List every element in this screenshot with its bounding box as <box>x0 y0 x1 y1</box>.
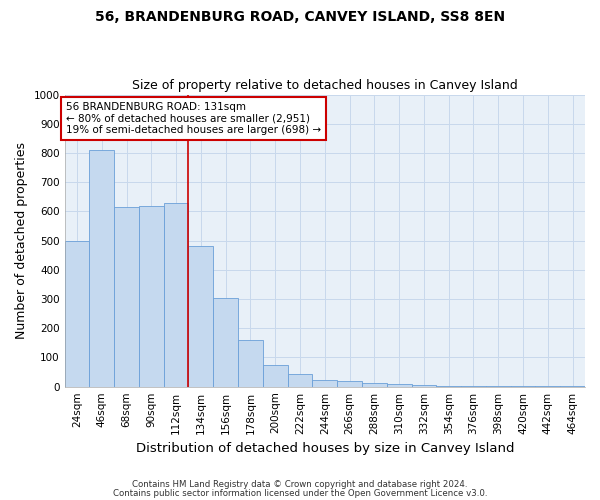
Text: 56, BRANDENBURG ROAD, CANVEY ISLAND, SS8 8EN: 56, BRANDENBURG ROAD, CANVEY ISLAND, SS8… <box>95 10 505 24</box>
Bar <box>287 374 313 386</box>
Bar <box>313 380 337 386</box>
Bar <box>164 202 188 386</box>
Bar <box>337 382 362 386</box>
X-axis label: Distribution of detached houses by size in Canvey Island: Distribution of detached houses by size … <box>136 442 514 455</box>
Y-axis label: Number of detached properties: Number of detached properties <box>15 142 28 339</box>
Bar <box>65 240 89 386</box>
Bar <box>89 150 114 386</box>
Bar <box>139 206 164 386</box>
Bar <box>114 207 139 386</box>
Text: Contains HM Land Registry data © Crown copyright and database right 2024.: Contains HM Land Registry data © Crown c… <box>132 480 468 489</box>
Bar <box>263 365 287 386</box>
Bar <box>412 385 436 386</box>
Bar <box>362 383 387 386</box>
Bar <box>188 246 213 386</box>
Title: Size of property relative to detached houses in Canvey Island: Size of property relative to detached ho… <box>132 79 518 92</box>
Text: 56 BRANDENBURG ROAD: 131sqm
← 80% of detached houses are smaller (2,951)
19% of : 56 BRANDENBURG ROAD: 131sqm ← 80% of det… <box>66 102 321 135</box>
Bar <box>213 298 238 386</box>
Bar <box>387 384 412 386</box>
Bar <box>238 340 263 386</box>
Text: Contains public sector information licensed under the Open Government Licence v3: Contains public sector information licen… <box>113 488 487 498</box>
